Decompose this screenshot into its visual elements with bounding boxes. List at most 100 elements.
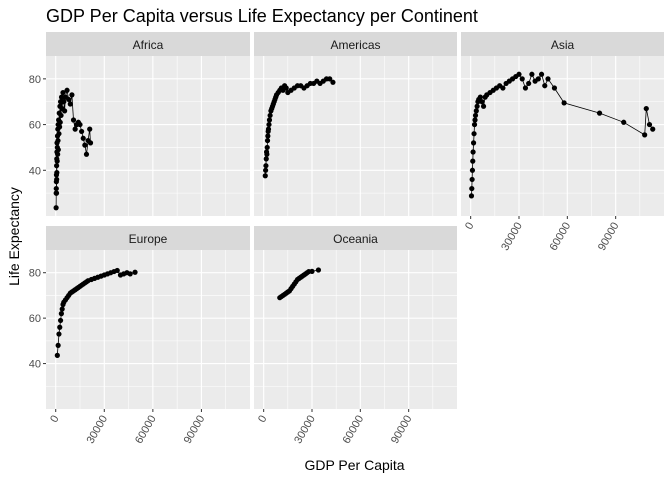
data-point [650,126,656,132]
data-point [70,117,77,123]
data-point [561,100,567,106]
data-point [479,99,485,105]
x-tick-label: 0 [48,413,61,424]
data-point [522,85,529,91]
panel-oceania: Oceania 0 30000 60000 90000 [254,226,457,446]
data-point [77,121,83,128]
data-point [263,156,269,162]
y-tick-label: 80 [29,268,41,280]
panel-asia: Asia 0 30000 60000 90000 [461,32,664,253]
data-point [551,85,558,91]
data-point [83,151,90,157]
y-axis-title: Life Expectancy [6,187,22,286]
data-point [596,110,603,116]
strip-label-americas: Americas [330,38,380,52]
x-tick-label: 90000 [389,413,415,445]
data-point [327,76,333,82]
data-point [470,149,476,155]
strip-americas [254,32,457,56]
y-tick-label: 40 [29,359,41,371]
data-point [529,71,535,77]
panel-europe: Europe 40 60 80 0 30000 60000 90000 [29,226,250,446]
strip-asia [461,32,664,56]
data-point [79,128,85,135]
data-point [519,76,525,82]
data-point [472,117,478,123]
data-point [82,142,88,148]
strip-label-oceania: Oceania [333,232,378,246]
data-point [315,267,322,273]
data-point [262,173,268,179]
data-point [265,133,271,139]
data-point [330,79,336,85]
data-point [66,96,72,103]
data-point [266,117,273,123]
x-tick-label: 60000 [341,413,367,445]
x-axis-title: GDP Per Capita [304,457,404,473]
data-point [646,121,653,128]
x-tick-label: 30000 [292,413,318,445]
data-point [538,71,545,77]
data-point [53,205,59,211]
y-tick-label: 40 [29,165,41,177]
data-point [55,151,61,157]
data-point [266,121,272,128]
data-point [643,105,649,112]
x-tick-label: 90000 [596,220,622,252]
data-point [59,306,65,312]
data-point [477,94,483,100]
data-point [468,193,475,199]
data-point [60,89,66,96]
data-point [127,271,133,277]
data-point [57,119,63,125]
data-point [469,176,475,183]
data-point [53,190,60,196]
data-point [545,76,551,82]
data-point [264,144,270,151]
panel-background-asia [461,56,664,216]
data-point [72,126,78,132]
data-point [480,103,487,109]
data-point [67,101,73,107]
data-point [87,126,93,132]
data-point [263,163,269,169]
data-point [56,131,62,137]
x-tick-label: 30000 [499,220,525,252]
data-point [54,352,60,358]
data-point [470,158,476,164]
data-point [263,167,269,173]
data-point [55,137,61,144]
data-point [469,185,475,192]
panel-background-africa [46,56,250,216]
strip-label-africa: Africa [133,38,164,52]
panel-americas: Americas [254,32,457,216]
panels: Africa 40 60 80 Americas Asia 0 30000 60000 90000… [29,32,664,446]
data-point [57,124,63,130]
data-point [283,85,289,91]
data-point [472,112,479,119]
chart-title: GDP Per Capita versus Life Expectancy pe… [46,6,478,26]
data-point [61,99,67,105]
data-point [132,269,138,275]
panel-africa: Africa 40 60 80 [29,32,250,216]
data-point [57,317,64,324]
strip-label-asia: Asia [551,38,575,52]
data-point [470,140,477,146]
strip-africa [46,32,250,56]
data-point [53,185,59,192]
x-tick-label: 0 [256,413,269,424]
data-point [55,342,61,348]
y-tick-label: 60 [29,120,41,132]
data-point [57,324,63,330]
data-point [264,137,271,144]
data-point [542,83,548,89]
y-tick-label: 60 [29,313,41,325]
data-point [265,126,272,132]
strip-label-europe: Europe [129,232,168,246]
data-point [56,331,62,337]
data-point [58,311,64,317]
data-point [54,169,60,176]
data-point [87,140,94,146]
panel-background-oceania [254,250,457,409]
data-point [54,163,60,169]
